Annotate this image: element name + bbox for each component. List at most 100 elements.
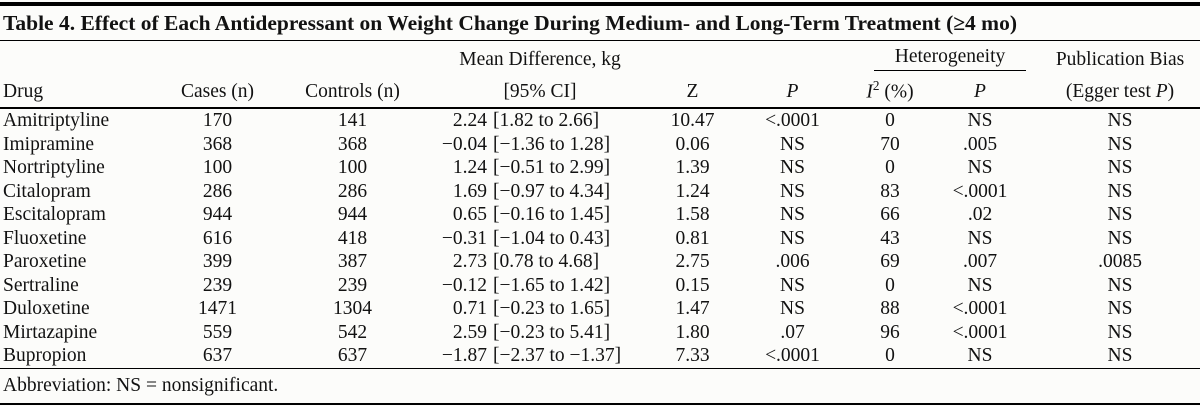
- mean-diff-cell: 2.24 [1.82 to 2.66]: [420, 108, 660, 133]
- table-row: Paroxetine 399 387 2.73 [0.78 to 4.68] 2.…: [0, 250, 1200, 274]
- controls-cell: 368: [337, 133, 368, 155]
- table-row: Escitalopram 944 944 0.65 [−0.16 to 1.45]…: [0, 203, 1200, 227]
- header-spacer: [0, 41, 150, 71]
- mean-diff-cell: 2.73 [0.78 to 4.68]: [420, 250, 660, 274]
- mean-diff-ci: [−1.65 to 1.42]: [493, 274, 611, 296]
- i2-cell: 0: [885, 157, 895, 178]
- i2-cell: 70: [880, 133, 900, 155]
- mean-diff-value: −0.31: [441, 227, 487, 249]
- pub-bias-cell: NS: [1107, 298, 1133, 319]
- controls-cell: 1304: [333, 298, 372, 319]
- table-row: Sertraline 239 239 −0.12 [−1.65 to 1.42] …: [0, 274, 1200, 298]
- pub-bias-cell: NS: [1107, 180, 1133, 202]
- z-cell: 1.58: [675, 204, 710, 225]
- pub-bias-cell: NS: [1107, 204, 1133, 225]
- z-cell: 0.06: [675, 133, 710, 155]
- drug-cell: Imipramine: [3, 133, 94, 155]
- het-p-cell: NS: [967, 345, 993, 366]
- header-spacer: [150, 41, 285, 71]
- mean-diff-ci: [−0.23 to 5.41]: [493, 321, 611, 343]
- mean-diff-value: −0.12: [441, 274, 487, 296]
- i2-cell: 88: [880, 298, 900, 319]
- mean-diff-cell: 1.69 [−0.97 to 4.34]: [420, 180, 660, 204]
- mean-diff-ci: [−0.97 to 4.34]: [493, 180, 611, 202]
- mean-diff-value: 0.65: [452, 204, 487, 225]
- header-spacer: [725, 41, 860, 71]
- het-p-cell: <.0001: [952, 321, 1008, 343]
- header-spacer: [285, 41, 420, 71]
- mean-diff-value: 2.73: [452, 251, 487, 272]
- pub-bias-cell: NS: [1107, 274, 1133, 296]
- mean-diff-ci: [−1.04 to 0.43]: [493, 227, 611, 249]
- z-cell: 0.15: [675, 274, 710, 296]
- mean-diff-ci: [1.82 to 2.66]: [493, 110, 600, 131]
- controls-cell: 418: [337, 227, 368, 249]
- het-p-cell: <.0001: [952, 180, 1008, 202]
- controls-cell: 944: [337, 204, 368, 225]
- table-row: Fluoxetine 616 418 −0.31 [−1.04 to 0.43] …: [0, 227, 1200, 251]
- het-p-cell: NS: [967, 227, 993, 249]
- mean-diff-value: 2.24: [452, 110, 487, 131]
- col-mean-diff-line1: Mean Difference, kg: [459, 49, 621, 70]
- het-p-cell: .02: [967, 204, 993, 225]
- controls-cell: 542: [337, 321, 368, 343]
- z-cell: 2.75: [675, 251, 710, 272]
- footnote: Abbreviation: NS = nonsignificant.: [0, 367, 1200, 403]
- controls-cell: 239: [337, 274, 368, 296]
- col-i2: I2 (%): [860, 71, 920, 108]
- bottom-rule: [0, 402, 1200, 405]
- table-row: Mirtazapine 559 542 2.59 [−0.23 to 5.41] …: [0, 321, 1200, 345]
- drug-cell: Sertraline: [3, 274, 79, 296]
- drug-cell: Escitalopram: [3, 204, 106, 225]
- egger-suffix: ): [1167, 81, 1175, 102]
- i2-symbol: I: [866, 81, 873, 102]
- mean-diff-cell: 1.24 [−0.51 to 2.99]: [420, 156, 660, 180]
- z-cell: 7.33: [675, 345, 710, 366]
- p-cell: NS: [780, 157, 805, 178]
- table-title: Table 4. Effect of Each Antidepressant o…: [0, 6, 1200, 41]
- col-z: Z: [686, 81, 699, 102]
- drug-cell: Fluoxetine: [3, 227, 87, 249]
- mean-diff-value: −0.04: [441, 133, 487, 155]
- drug-cell: Duloxetine: [3, 298, 90, 319]
- cases-cell: 559: [202, 321, 233, 343]
- pub-bias-cell: NS: [1107, 157, 1133, 178]
- heterogeneity-group-label: Heterogeneity: [874, 46, 1027, 71]
- cases-cell: 399: [202, 251, 233, 272]
- cases-cell: 286: [202, 180, 233, 202]
- col-p: P: [786, 81, 799, 102]
- cases-cell: 637: [202, 345, 233, 366]
- table-row: Citalopram 286 286 1.69 [−0.97 to 4.34] 1…: [0, 180, 1200, 204]
- header-spacer: [660, 41, 725, 71]
- drug-cell: Paroxetine: [3, 251, 87, 272]
- p-cell: <.0001: [765, 345, 820, 366]
- table-header: Mean Difference, kg Heterogeneity Public…: [0, 41, 1200, 108]
- p-cell: .006: [775, 251, 810, 272]
- table-body: Amitriptyline 170 141 2.24 [1.82 to 2.66]…: [0, 108, 1200, 368]
- pub-bias-cell: NS: [1107, 227, 1133, 249]
- mean-diff-cell: −0.04 [−1.36 to 1.28]: [420, 133, 660, 157]
- z-cell: 1.80: [675, 321, 710, 343]
- pub-bias-cell: .0085: [1098, 251, 1142, 272]
- z-cell: 1.47: [675, 298, 710, 319]
- het-p-cell: <.0001: [952, 298, 1008, 319]
- p-cell: NS: [780, 204, 805, 225]
- cases-cell: 616: [202, 227, 233, 249]
- controls-cell: 100: [337, 157, 368, 178]
- p-cell: .07: [780, 321, 805, 343]
- het-p-cell: NS: [967, 274, 993, 296]
- i2-cell: 0: [885, 274, 895, 296]
- table-row: Imipramine 368 368 −0.04 [−1.36 to 1.28] …: [0, 133, 1200, 157]
- col-heterogeneity-group: Heterogeneity: [860, 41, 1040, 71]
- mean-diff-value: 1.69: [452, 180, 487, 202]
- egger-p-symbol: P: [1155, 81, 1168, 102]
- mean-diff-value: 0.71: [452, 298, 487, 319]
- i2-cell: 0: [885, 110, 895, 131]
- mean-diff-ci: [0.78 to 4.68]: [493, 251, 600, 272]
- drug-cell: Bupropion: [3, 345, 87, 366]
- z-cell: 1.39: [675, 157, 710, 178]
- col-cases: Cases (n): [180, 81, 255, 102]
- mean-diff-cell: 0.65 [−0.16 to 1.45]: [420, 203, 660, 227]
- mean-diff-cell: −1.87 [−2.37 to −1.37]: [420, 344, 660, 368]
- mean-diff-cell: 2.59 [−0.23 to 5.41]: [420, 321, 660, 345]
